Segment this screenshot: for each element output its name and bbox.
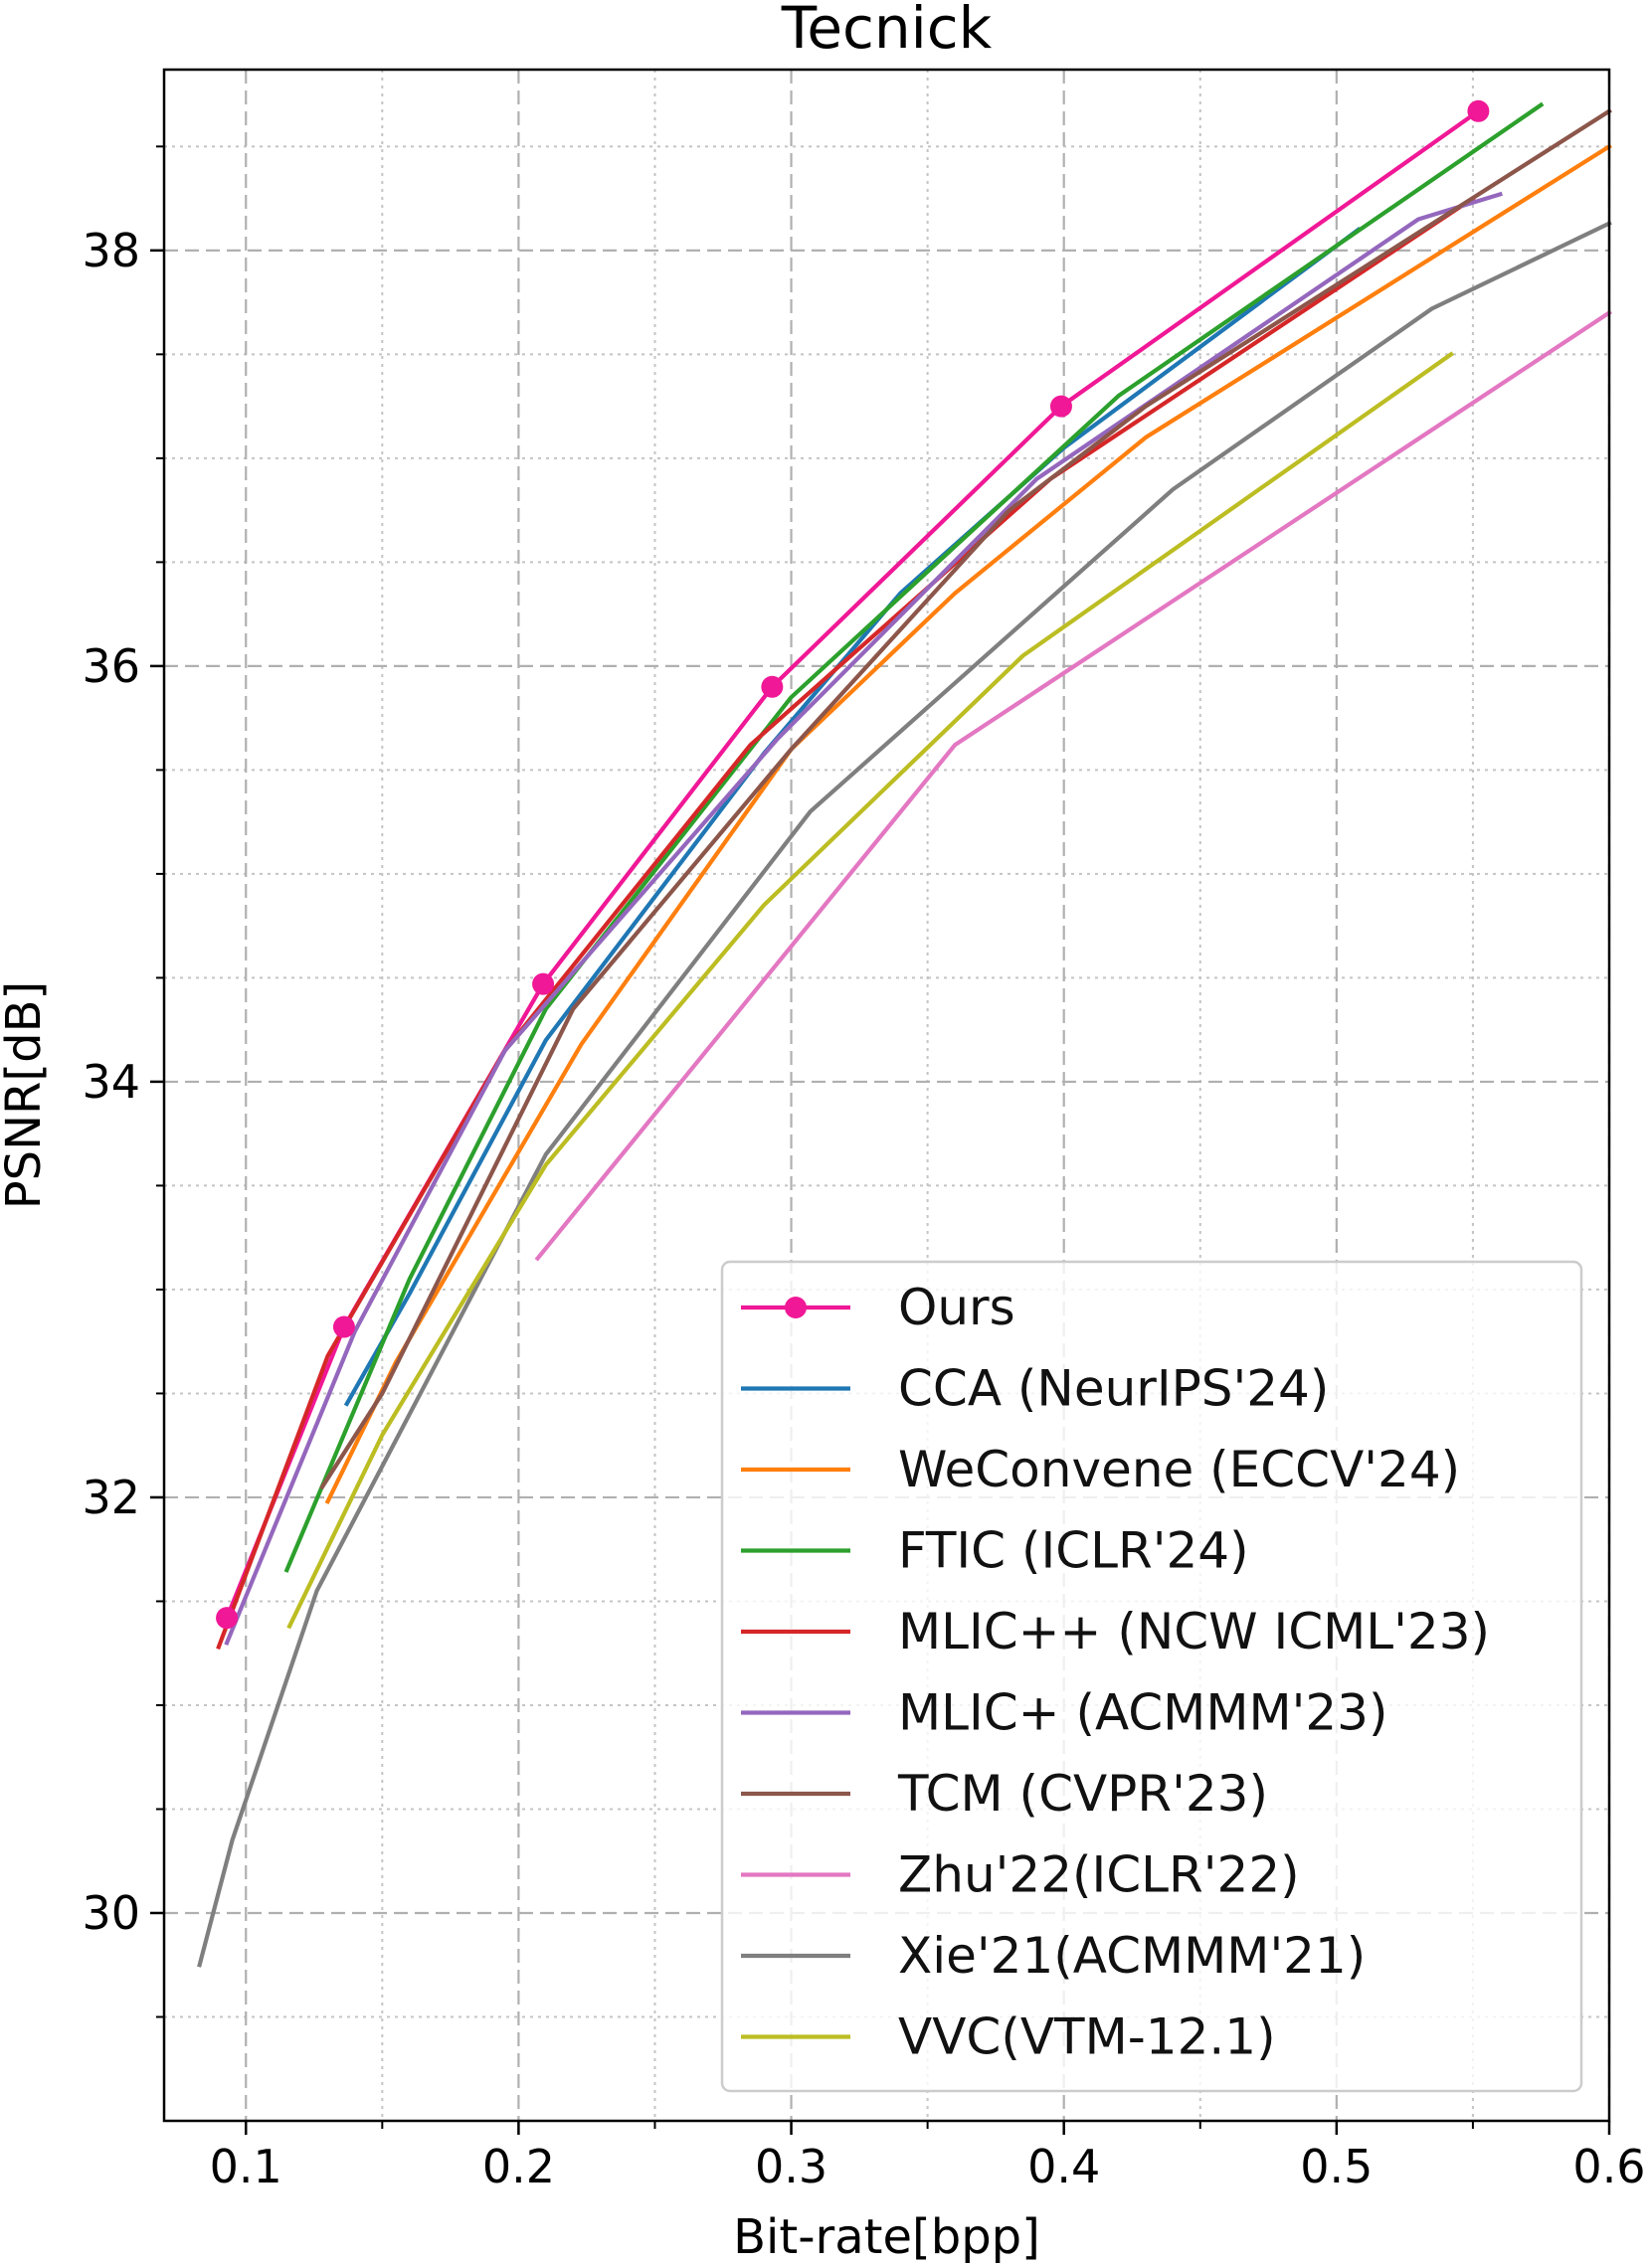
legend-label: Zhu'22(ICLR'22) — [898, 1846, 1300, 1904]
x-tick-label: 0.2 — [482, 2140, 555, 2193]
series-line — [197, 220, 1612, 1968]
data-point-marker — [1049, 395, 1072, 418]
series-line — [283, 101, 1545, 1573]
series-lines — [197, 99, 1612, 1968]
legend-label: MLIC+ (ACMMM'23) — [898, 1684, 1387, 1742]
plot-frame — [162, 68, 1611, 2123]
data-point-marker — [1467, 99, 1490, 122]
legend-label: Xie'21(ACMMM'21) — [898, 1927, 1366, 1985]
x-tick-label: 0.3 — [755, 2140, 827, 2193]
data-point-marker — [332, 1315, 355, 1338]
y-tick-label: 34 — [82, 1055, 140, 1109]
y-tick-label: 36 — [82, 639, 140, 693]
legend-label: MLIC++ (NCW ICML'23) — [898, 1603, 1490, 1660]
legend-label: CCA (NeurIPS'24) — [898, 1360, 1329, 1418]
legend-box — [720, 1260, 1583, 2093]
legend-label: VVC(VTM-12.1) — [898, 2008, 1276, 2066]
y-axis-title: PSNR[dB] — [0, 981, 52, 1210]
legend-label: TCM (CVPR'23) — [897, 1765, 1268, 1823]
legend: Ours CCA (NeurIPS'24) WeConvene (ECCV'24) F… — [720, 1260, 1583, 2093]
data-point-marker — [216, 1607, 239, 1630]
chart-title: Tecnick — [781, 0, 993, 62]
legend-label: Ours — [898, 1279, 1015, 1336]
y-tick-label: 38 — [82, 224, 140, 277]
data-point-marker — [532, 972, 555, 995]
series-line — [224, 107, 1482, 1621]
legend-label: FTIC (ICLR'24) — [898, 1522, 1249, 1580]
x-tick-label: 0.5 — [1300, 2140, 1373, 2193]
data-point-marker — [761, 675, 784, 698]
series-line — [224, 191, 1503, 1647]
series-line — [216, 195, 1476, 1651]
y-tick-label: 30 — [82, 1886, 140, 1940]
x-tick-label: 0.6 — [1572, 2140, 1645, 2193]
legend-marker — [785, 1297, 807, 1318]
series-line — [534, 309, 1612, 1262]
series-line — [286, 351, 1454, 1630]
x-tick-label: 0.4 — [1027, 2140, 1100, 2193]
y-tick-label: 32 — [82, 1471, 140, 1524]
series-line — [319, 107, 1612, 1490]
x-tick-label: 0.1 — [210, 2140, 282, 2193]
axes: 0.1 0.2 0.3 0.4 0.5 0.6 30 32 34 36 38 — [82, 145, 1646, 2193]
x-axis-title: Bit-rate[bpp] — [733, 2209, 1040, 2265]
legend-label: WeConvene (ECCV'24) — [898, 1441, 1460, 1498]
